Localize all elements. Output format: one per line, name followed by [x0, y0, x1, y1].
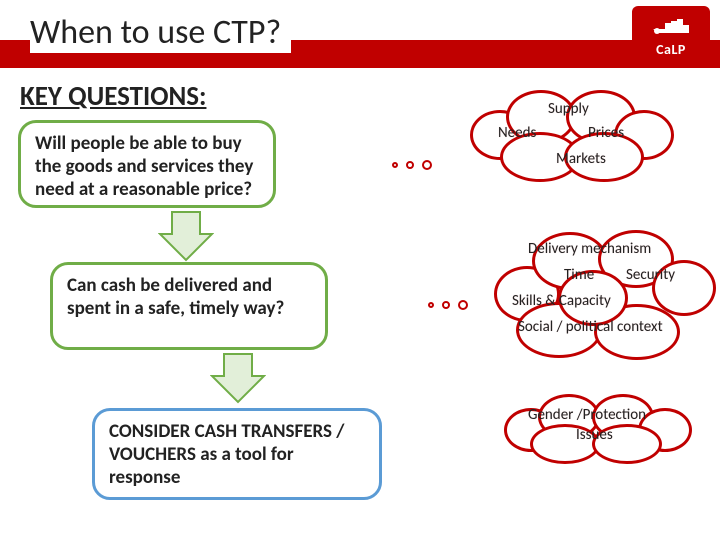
- cloud-markets: Supply Needs Prices Markets: [470, 88, 674, 182]
- cloud2-label-skills: Skills & Capacity: [512, 292, 611, 310]
- cloud2-label-time: Time: [564, 266, 594, 284]
- calp-logo: CaLP: [632, 6, 710, 64]
- connector-dots-2: [428, 300, 468, 310]
- question-1-text: Will people be able to buy the goods and…: [35, 132, 253, 201]
- question-box-1: Will people be able to buy the goods and…: [18, 120, 276, 208]
- arrow-down-2: [210, 352, 266, 404]
- cloud1-label-needs: Needs: [498, 124, 536, 142]
- logo-text: CaLP: [656, 41, 686, 58]
- consider-box: CONSIDER CASH TRANSFERS / VOUCHERS as a …: [92, 408, 382, 500]
- arrow-down-1: [158, 210, 214, 262]
- consider-text: CONSIDER CASH TRANSFERS / VOUCHERS as a …: [109, 420, 344, 489]
- cloud1-label-prices: Prices: [588, 124, 624, 142]
- cloud1-label-markets: Markets: [556, 150, 606, 168]
- cloud1-label-supply: Supply: [548, 100, 589, 118]
- subheading: KEY QUESTIONS:: [20, 80, 206, 113]
- cloud2-label-security: Security: [626, 266, 675, 284]
- cloud-gender: Gender /Protection Issues: [504, 394, 692, 464]
- cloud2-label-social: Social / political context: [518, 318, 663, 336]
- question-2-text: Can cash be delivered and spent in a saf…: [67, 274, 284, 320]
- hand-icon: [651, 13, 691, 41]
- cloud-delivery: Delivery mechanism Time Security Skills …: [498, 230, 714, 360]
- cloud3-label-issues: Issues: [576, 426, 613, 444]
- connector-dots-1: [392, 160, 432, 170]
- cloud3-label-gender: Gender /Protection: [528, 406, 646, 424]
- question-box-2: Can cash be delivered and spent in a saf…: [50, 262, 328, 350]
- cloud2-label-delivery: Delivery mechanism: [528, 240, 651, 258]
- slide-title: When to use CTP?: [30, 12, 291, 53]
